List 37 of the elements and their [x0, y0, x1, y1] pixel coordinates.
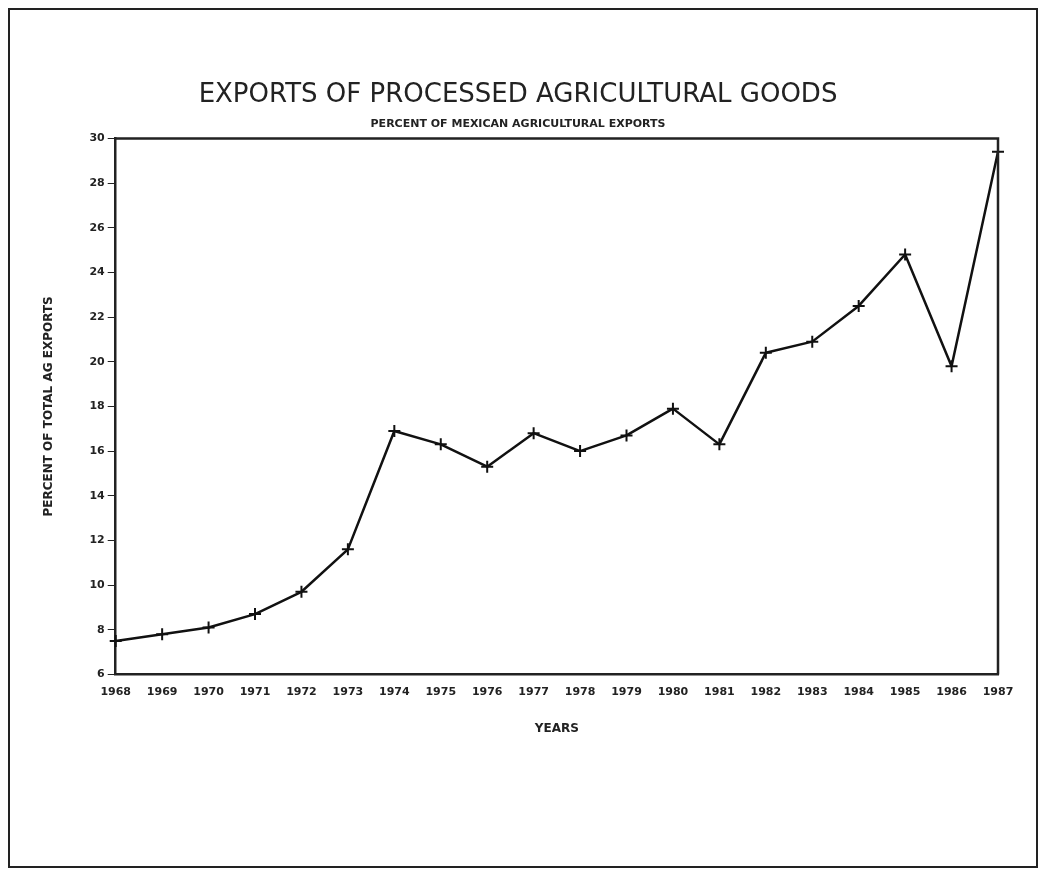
x-tick-label: 1974	[379, 684, 410, 698]
y-tick-label: 14	[89, 488, 106, 502]
x-tick-label: 1970	[193, 684, 225, 698]
x-tick-label: 1968	[100, 684, 132, 698]
x-tick-label: 1978	[564, 684, 596, 698]
y-tick-label: 24	[89, 265, 106, 279]
x-tick-label: 1969	[146, 684, 178, 698]
y-tick-label: 12	[89, 533, 105, 547]
y-tick-label: 26	[89, 220, 106, 234]
x-tick-label: 1982	[750, 684, 782, 698]
x-tick-label: 1986	[936, 684, 968, 698]
y-tick-label: 30	[89, 131, 106, 145]
x-tick-label: 1973	[332, 684, 364, 698]
x-tick-label: 1980	[657, 684, 689, 698]
y-tick-label: 20	[89, 354, 106, 368]
y-axis-title: PERCENT OF TOTAL AG EXPORTS	[41, 296, 56, 517]
x-tick-label: 1972	[286, 684, 317, 698]
chart-title: EXPORTS OF PROCESSED AGRICULTURAL GOODS	[198, 78, 838, 109]
x-tick-label: 1983	[796, 684, 828, 698]
y-tick-label: 18	[89, 399, 105, 413]
y-tick-label: 16	[89, 443, 106, 457]
y-tick-label: 6	[97, 667, 106, 681]
y-tick-label: 10	[89, 577, 106, 591]
x-tick-label: 1977	[518, 684, 549, 698]
x-tick-label: 1971	[239, 684, 271, 698]
x-tick-label: 1976	[471, 684, 503, 698]
x-tick-label: 1979	[611, 684, 642, 698]
x-axis-title: YEARS	[533, 720, 579, 735]
x-tick-label: 1985	[889, 684, 921, 698]
x-tick-label: 1975	[425, 684, 457, 698]
x-tick-label: 1987	[982, 684, 1014, 698]
x-tick-label: 1981	[704, 684, 735, 698]
y-tick-label: 28	[89, 175, 105, 189]
y-tick-label: 22	[89, 309, 105, 323]
y-tick-label: 8	[97, 622, 105, 636]
x-tick-label: 1984	[843, 684, 875, 698]
chart-subtitle: PERCENT OF MEXICAN AGRICULTURAL EXPORTS	[370, 116, 666, 130]
